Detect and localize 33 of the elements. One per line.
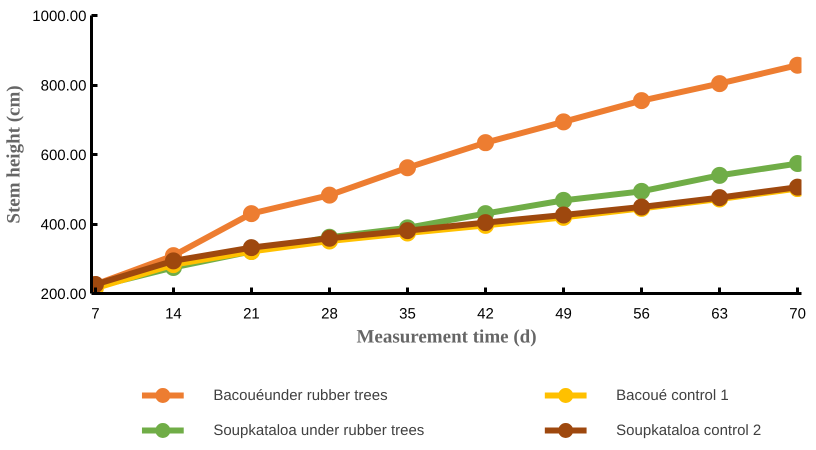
point: [242, 239, 260, 256]
x-tick-label: 49: [555, 306, 572, 322]
y-tick-label: 1000.00: [32, 8, 87, 25]
x-tick-label: 28: [321, 306, 338, 322]
y-tick-label: 600.00: [40, 147, 87, 164]
point: [711, 75, 728, 92]
x-axis-title: Measurement time (d): [356, 326, 537, 348]
x-tick-label: 63: [711, 306, 728, 322]
x-tick-label: 35: [399, 306, 416, 322]
point: [164, 252, 182, 270]
y-axis-title: Stem height (cm): [3, 85, 24, 224]
legend-label: Bacoué control 1: [616, 387, 729, 404]
x-tick-label: 14: [165, 306, 182, 322]
legend-label: Soupkataloa under rubber trees: [213, 422, 424, 439]
x-tick-label: 7: [91, 306, 100, 322]
point: [555, 192, 572, 209]
point: [711, 166, 728, 184]
y-tick-label: 200.00: [40, 286, 87, 303]
point: [398, 159, 416, 176]
x-tick-label: 21: [243, 306, 260, 322]
point: [242, 205, 260, 222]
point: [633, 92, 650, 110]
y-tick-label: 400.00: [40, 216, 87, 234]
point: [555, 113, 572, 130]
legend-label: Soupkataloa control 2: [616, 422, 762, 439]
x-tick-label: 56: [633, 306, 650, 322]
y-tick-label: 800.00: [40, 78, 87, 94]
point: [633, 182, 650, 200]
legend-label: Bacouéunder rubber trees: [213, 387, 388, 404]
point: [477, 134, 494, 152]
x-tick-label: 70: [789, 306, 806, 322]
x-tick-label: 42: [477, 306, 494, 322]
point: [320, 186, 338, 204]
